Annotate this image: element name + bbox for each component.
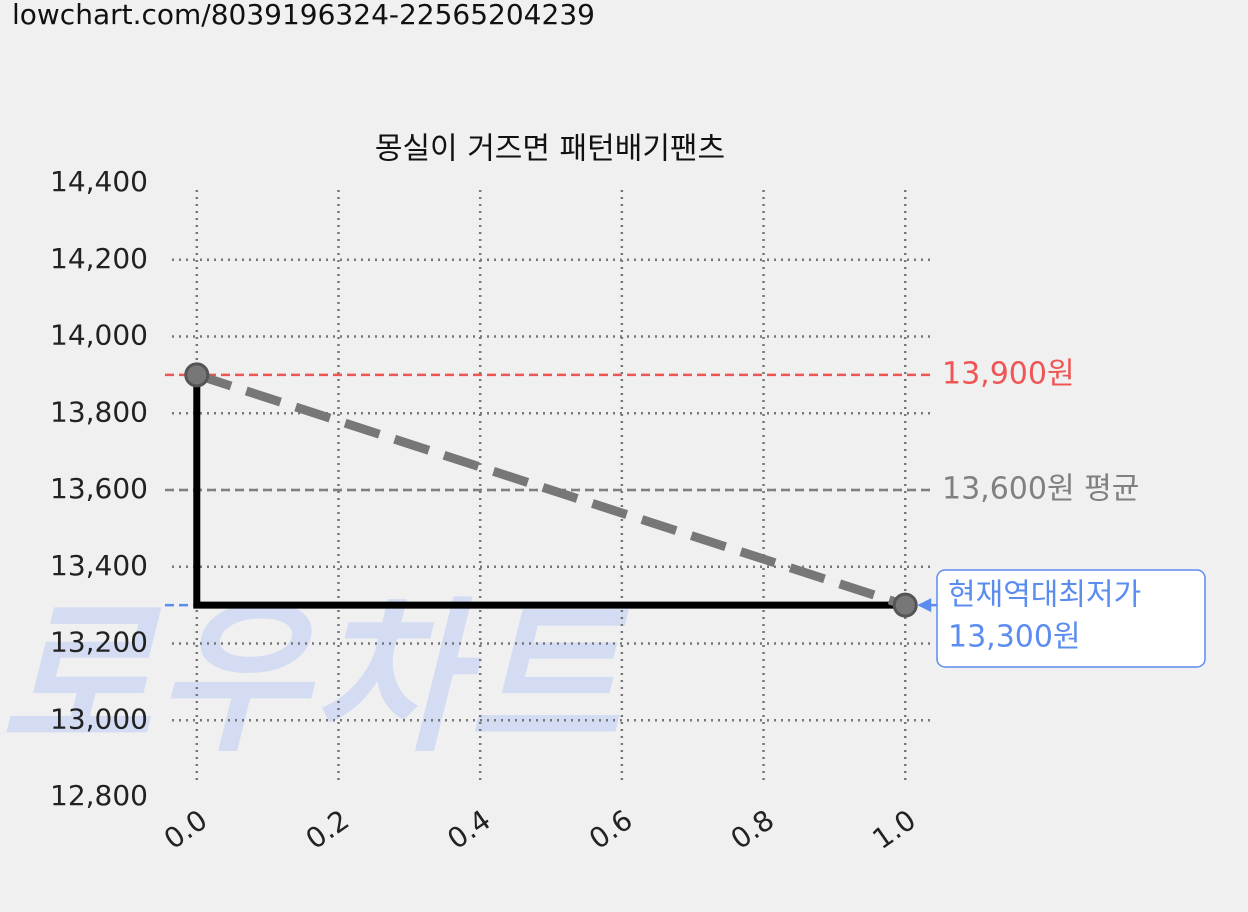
- y-tick-label: 14,400: [50, 165, 148, 198]
- x-tick-label: 0.6: [583, 803, 638, 856]
- reference-label: 13,900원: [942, 356, 1075, 391]
- y-tick-label: 13,200: [50, 626, 148, 659]
- arrow-head: [917, 598, 932, 613]
- reference-label: 13,600원 평균: [942, 472, 1139, 507]
- point: [892, 592, 918, 618]
- series-line: [193, 374, 906, 609]
- annotation-text: 현재역대최저가: [948, 578, 1141, 613]
- annotation-text: 13,300원: [948, 620, 1081, 655]
- url: lowchart.com/8039196324-22565204239: [12, 0, 595, 31]
- y-tick-label: 13,800: [50, 395, 148, 428]
- y-tick-label: 12,800: [50, 779, 148, 812]
- chart-title: 몽실이 거즈면 패턴배기팬츠: [375, 132, 725, 167]
- x-tick-label: 0.8: [725, 803, 780, 856]
- y-tick-label: 13,400: [50, 549, 148, 582]
- x-tick-label: 0.2: [300, 803, 355, 856]
- series-line: [195, 370, 907, 610]
- x-tick-label: 0.4: [441, 803, 496, 856]
- y-tick-label: 13,600: [50, 472, 148, 505]
- y-tick-label: 14,200: [50, 242, 148, 275]
- watermark: 로우차트: [0, 582, 629, 774]
- x-tick-label: 1.0: [866, 803, 921, 856]
- point: [184, 362, 210, 388]
- y-tick-label: 14,000: [50, 319, 148, 352]
- y-tick-label: 13,000: [50, 702, 148, 735]
- annotation-box: [936, 569, 1206, 668]
- x-tick-label: 0.0: [158, 803, 213, 856]
